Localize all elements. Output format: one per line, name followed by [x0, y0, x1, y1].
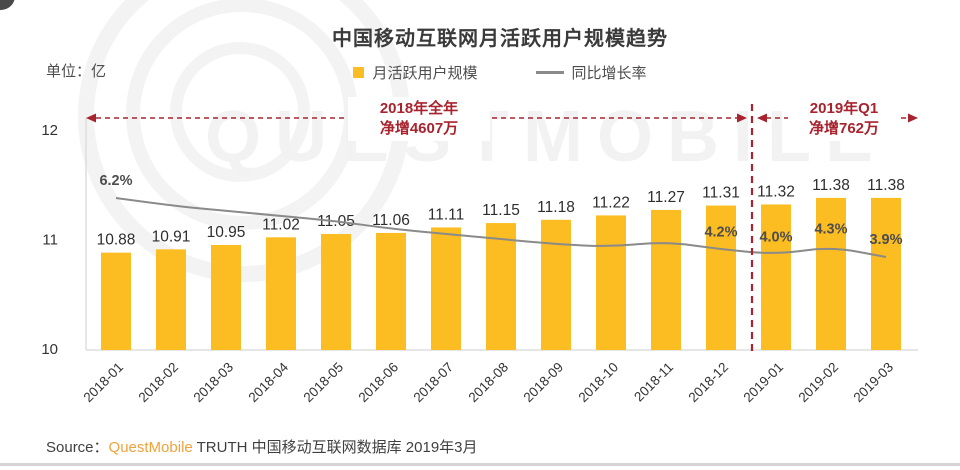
bar-value-label: 10.88: [97, 232, 136, 249]
x-tick-label: 2018-05: [300, 360, 346, 406]
growth-label: 3.9%: [869, 232, 902, 248]
bar-value-label: 11.31: [702, 185, 740, 202]
legend-item-line: 同比增长率: [535, 62, 647, 83]
source-prefix: Source：: [46, 439, 109, 456]
x-tick-label: 2018-03: [190, 360, 236, 406]
x-tick-label: 2019-03: [850, 360, 896, 406]
annotation-2019q1: 2019年Q1 净增762万: [788, 97, 900, 141]
arrowhead-right-icon: [737, 113, 747, 123]
bar-value-label: 10.95: [207, 224, 246, 241]
growth-label: 6.2%: [99, 173, 132, 189]
x-tick-label: 2018-04: [245, 359, 291, 405]
bar-value-label: 11.11: [428, 206, 465, 223]
bar: [376, 232, 406, 350]
growth-label: 4.0%: [759, 229, 792, 245]
bar-value-label: 11.32: [757, 183, 795, 200]
bar-value-label: 11.15: [482, 202, 520, 219]
bar: [761, 204, 791, 350]
legend-item-bar: 月活跃用户规模: [353, 62, 478, 83]
x-tick-label: 2018-07: [410, 360, 456, 406]
growth-label: 4.2%: [704, 224, 737, 240]
legend: 月活跃用户规模 同比增长率: [45, 62, 955, 83]
arrowhead-left-icon: [86, 113, 96, 123]
bar: [596, 215, 626, 350]
bar-value-label: 11.27: [647, 189, 685, 206]
bar: [541, 219, 571, 350]
source-suffix: TRUTH 中国移动互联网数据库 2019年3月: [192, 439, 478, 456]
bar: [101, 252, 131, 350]
growth-label: 4.3%: [814, 222, 847, 238]
source-brand: QuestMobile: [108, 439, 193, 456]
bar: [266, 237, 296, 350]
chart-title: 中国移动互联网月活跃用户规模趋势: [332, 28, 668, 50]
x-tick-label: 2018-01: [80, 360, 126, 406]
corner-mark: [0, 0, 15, 10]
annotation-2018: 2018年全年 净增4607万: [348, 97, 490, 141]
bar: [706, 205, 736, 350]
bar: [486, 223, 516, 350]
annotation-line: 净增762万: [808, 120, 880, 137]
bar: [156, 249, 186, 350]
bar-swatch-icon: [353, 67, 365, 78]
growth-line: [115, 197, 887, 258]
line-swatch-icon: [535, 71, 564, 74]
y-tick-label: 10: [41, 341, 58, 358]
bar: [651, 209, 681, 350]
legend-label: 月活跃用户规模: [372, 65, 478, 82]
bar: [871, 197, 901, 350]
arrowhead-right-icon: [908, 113, 918, 123]
legend-label: 同比增长率: [571, 65, 647, 82]
y-tick-label: 12: [41, 122, 58, 139]
bar-value-label: 11.38: [812, 177, 850, 194]
x-tick-label: 2019-01: [740, 360, 786, 406]
bar: [211, 244, 241, 350]
bar-value-label: 11.22: [592, 194, 630, 211]
x-tick-label: 2018-12: [685, 360, 731, 406]
x-tick-label: 2018-10: [575, 360, 621, 406]
x-tick-label: 2018-06: [355, 360, 401, 406]
bar: [431, 227, 461, 350]
bar-value-label: 11.02: [262, 216, 300, 233]
annotation-line: 2018年全年: [379, 100, 459, 117]
x-tick-label: 2018-09: [520, 360, 566, 406]
bottom-divider: [0, 463, 960, 466]
bar-value-label: 11.18: [537, 199, 575, 216]
x-tick-label: 2018-08: [465, 360, 511, 406]
bar: [321, 234, 351, 350]
bar: [816, 197, 846, 350]
bar-value-label: 11.38: [867, 177, 905, 194]
annotation-line: 净增4607万: [379, 120, 459, 137]
x-tick-label: 2018-02: [135, 360, 181, 406]
arrowhead-left-icon: [757, 113, 767, 123]
x-tick-label: 2018-11: [631, 360, 676, 405]
source-line: Source：QuestMobile TRUTH 中国移动互联网数据库 2019…: [46, 436, 478, 457]
annotation-line: 2019年Q1: [809, 100, 879, 117]
y-tick-label: 11: [42, 232, 58, 249]
x-tick-label: 2019-02: [795, 360, 841, 406]
bar-value-label: 10.91: [152, 228, 191, 245]
